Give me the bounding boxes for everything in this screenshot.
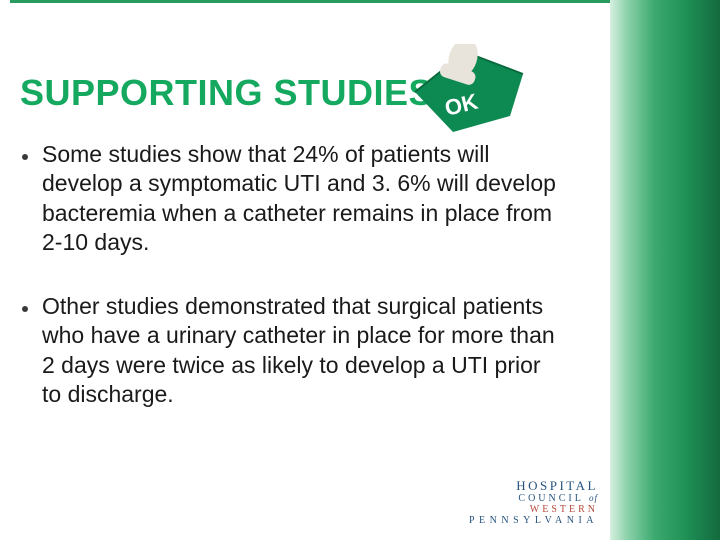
footer-line-4: PENNSYLVANIA [469,515,598,526]
ok-stamp-graphic: OK [405,44,525,134]
footer-line-3: WESTERN [469,504,598,515]
footer-org-logo: HOSPITAL COUNCIL of WESTERN PENNSYLVANIA [469,479,598,526]
bullet-marker-icon [22,154,28,160]
slide-title: SUPPORTING STUDIES [20,72,433,114]
bullet-marker-icon [22,306,28,312]
bullet-list: Some studies show that 24% of patients w… [22,140,562,444]
footer-line-1: HOSPITAL [469,479,598,493]
list-item: Other studies demonstrated that surgical… [22,292,562,410]
list-item: Some studies show that 24% of patients w… [22,140,562,258]
footer-line-2: COUNCIL of [469,493,598,504]
bullet-text: Some studies show that 24% of patients w… [42,140,562,258]
bullet-text: Other studies demonstrated that surgical… [42,292,562,410]
side-gradient-bar [610,0,720,540]
